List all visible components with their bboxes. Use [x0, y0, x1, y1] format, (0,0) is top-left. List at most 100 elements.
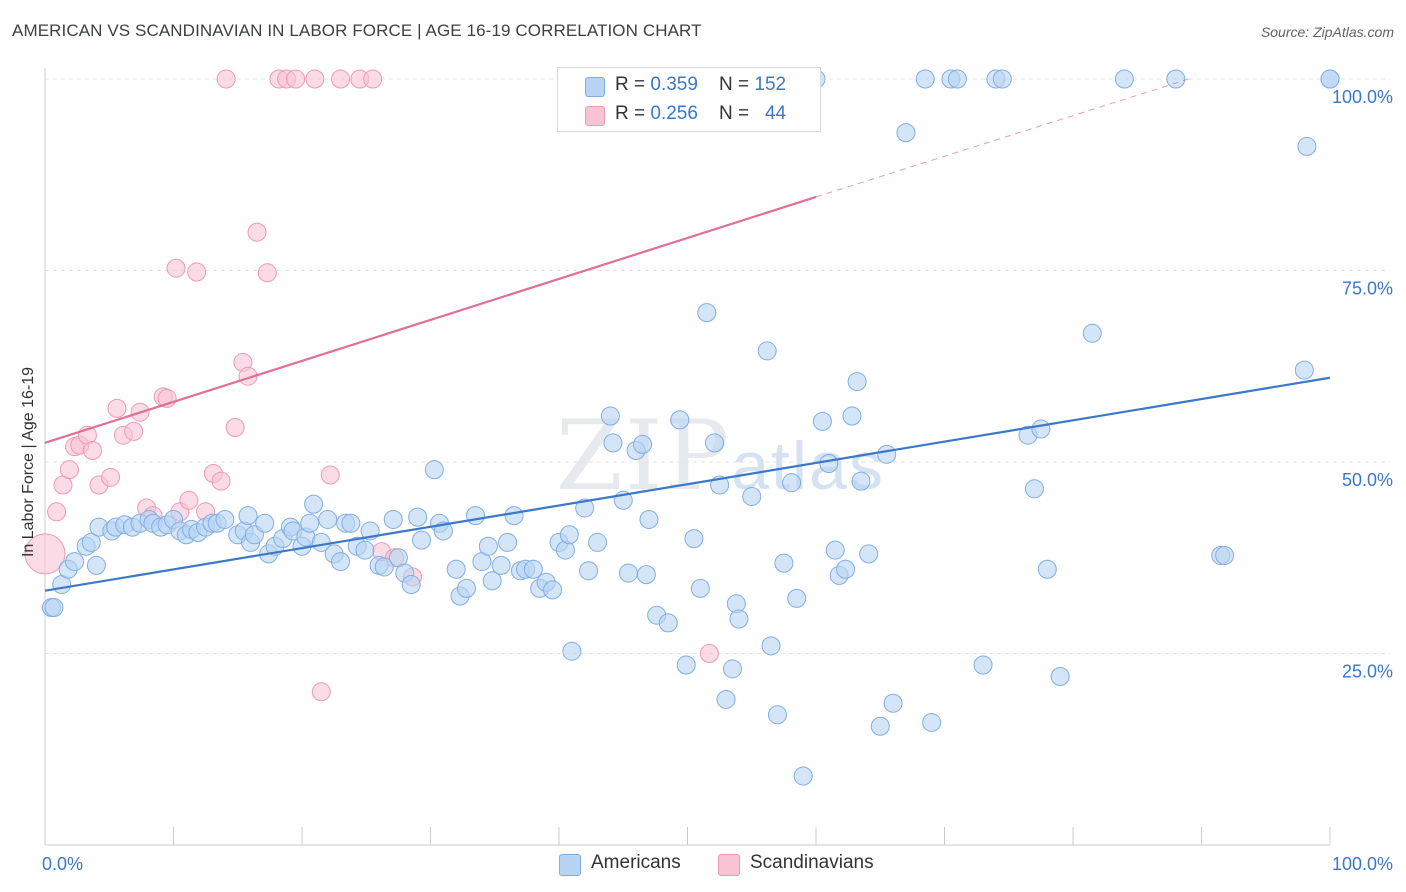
scandinavian-point	[247, 222, 267, 242]
american-point	[424, 460, 444, 480]
american-point	[1297, 136, 1317, 156]
scandinavian-point	[107, 398, 127, 418]
americans-r-label: R =	[615, 74, 651, 95]
legend-row-scandinavians: R = 0.256 N = 44	[558, 100, 820, 130]
american-point	[504, 506, 524, 526]
american-point	[658, 613, 678, 633]
american-point	[922, 712, 942, 732]
american-point	[819, 454, 839, 474]
american-point	[1037, 559, 1057, 579]
scandinavian-point	[124, 421, 144, 441]
scandinavian-point	[225, 418, 245, 438]
american-point	[722, 659, 742, 679]
scandinavian-point	[311, 682, 331, 702]
scandinavians-legend-icon	[718, 854, 740, 876]
scandinavian-point	[187, 262, 207, 282]
american-point	[787, 588, 807, 608]
american-point	[812, 411, 832, 431]
scandinavian-point	[83, 441, 103, 461]
scandinavians-trend-line	[44, 195, 817, 444]
american-point	[498, 532, 518, 552]
american-point	[588, 532, 608, 552]
american-point	[915, 69, 935, 89]
american-point	[690, 578, 710, 598]
american-point	[716, 689, 736, 709]
american-point	[412, 530, 432, 550]
american-point	[836, 559, 856, 579]
american-point	[851, 471, 871, 491]
american-point	[446, 559, 466, 579]
american-point	[559, 525, 579, 545]
scandinavians-legend-label: Scandinavians	[750, 852, 874, 873]
legend-scandinavians-text: R = 0.256 N = 44	[615, 103, 786, 125]
american-point	[992, 69, 1012, 89]
scandinavian-point	[286, 69, 306, 89]
american-point	[575, 498, 595, 518]
american-point	[1024, 479, 1044, 499]
american-point	[633, 434, 653, 454]
american-point	[704, 433, 724, 453]
american-point	[697, 303, 717, 323]
american-point	[729, 609, 749, 629]
scandinavian-point	[47, 502, 67, 522]
americans-trend-line	[44, 376, 1331, 592]
american-point	[543, 580, 563, 600]
american-point	[1082, 323, 1102, 343]
american-point	[482, 571, 502, 591]
american-point	[847, 372, 867, 392]
point-layer	[24, 69, 1340, 786]
scandinavian-point	[257, 263, 277, 283]
american-point	[374, 557, 394, 577]
chart-title: AMERICAN VS SCANDINAVIAN IN LABOR FORCE …	[12, 21, 702, 40]
americans-n-value: 152	[754, 74, 787, 95]
american-point	[877, 444, 897, 464]
americans-swatch	[585, 77, 605, 97]
american-point	[238, 506, 258, 526]
american-point	[757, 341, 777, 361]
american-point	[1166, 69, 1186, 89]
american-point	[636, 565, 656, 585]
american-point	[947, 69, 967, 89]
american-point	[255, 513, 275, 533]
scandinavian-point	[59, 460, 79, 480]
american-point	[491, 555, 511, 575]
american-point	[355, 540, 375, 560]
american-point	[562, 641, 582, 661]
american-point	[684, 529, 704, 549]
y-tick-label: 100.0%	[1332, 87, 1393, 107]
americans-legend-icon	[559, 854, 581, 876]
american-point	[331, 552, 351, 572]
american-point	[65, 552, 85, 572]
american-point	[456, 578, 476, 598]
axis-layer	[44, 68, 1331, 846]
scandinavian-point	[179, 490, 199, 510]
watermark: ZIPatlas	[556, 400, 885, 512]
scandinavians-n-value: 44	[764, 103, 787, 124]
scandinavian-point	[24, 533, 66, 575]
americans-legend-label: Americans	[591, 852, 681, 873]
american-point	[579, 561, 599, 581]
american-point	[1320, 69, 1340, 89]
american-point	[318, 509, 338, 529]
american-point	[883, 693, 903, 713]
american-point	[44, 598, 64, 618]
scandinavian-point	[216, 69, 236, 89]
american-point	[401, 575, 421, 595]
scandinavians-swatch	[585, 106, 605, 126]
american-point	[465, 506, 485, 526]
american-point	[523, 559, 543, 579]
label-layer: 25.0% 50.0% 75.0% 100.0% 0.0% 100.0% In Labor …	[20, 87, 1393, 874]
american-point	[408, 507, 428, 527]
american-point	[383, 509, 403, 529]
source-label: Source: ZipAtlas.com	[1260, 24, 1394, 40]
scandinavians-n-label: N =	[719, 103, 755, 124]
x-tick-label: 0.0%	[42, 854, 83, 874]
legend-americans-text: R = 0.359 N = 152	[615, 74, 786, 96]
american-point	[304, 494, 324, 514]
american-point	[603, 433, 623, 453]
american-point	[639, 509, 659, 529]
american-point	[896, 123, 916, 143]
scandinavian-point	[320, 465, 340, 485]
american-point	[767, 705, 787, 725]
